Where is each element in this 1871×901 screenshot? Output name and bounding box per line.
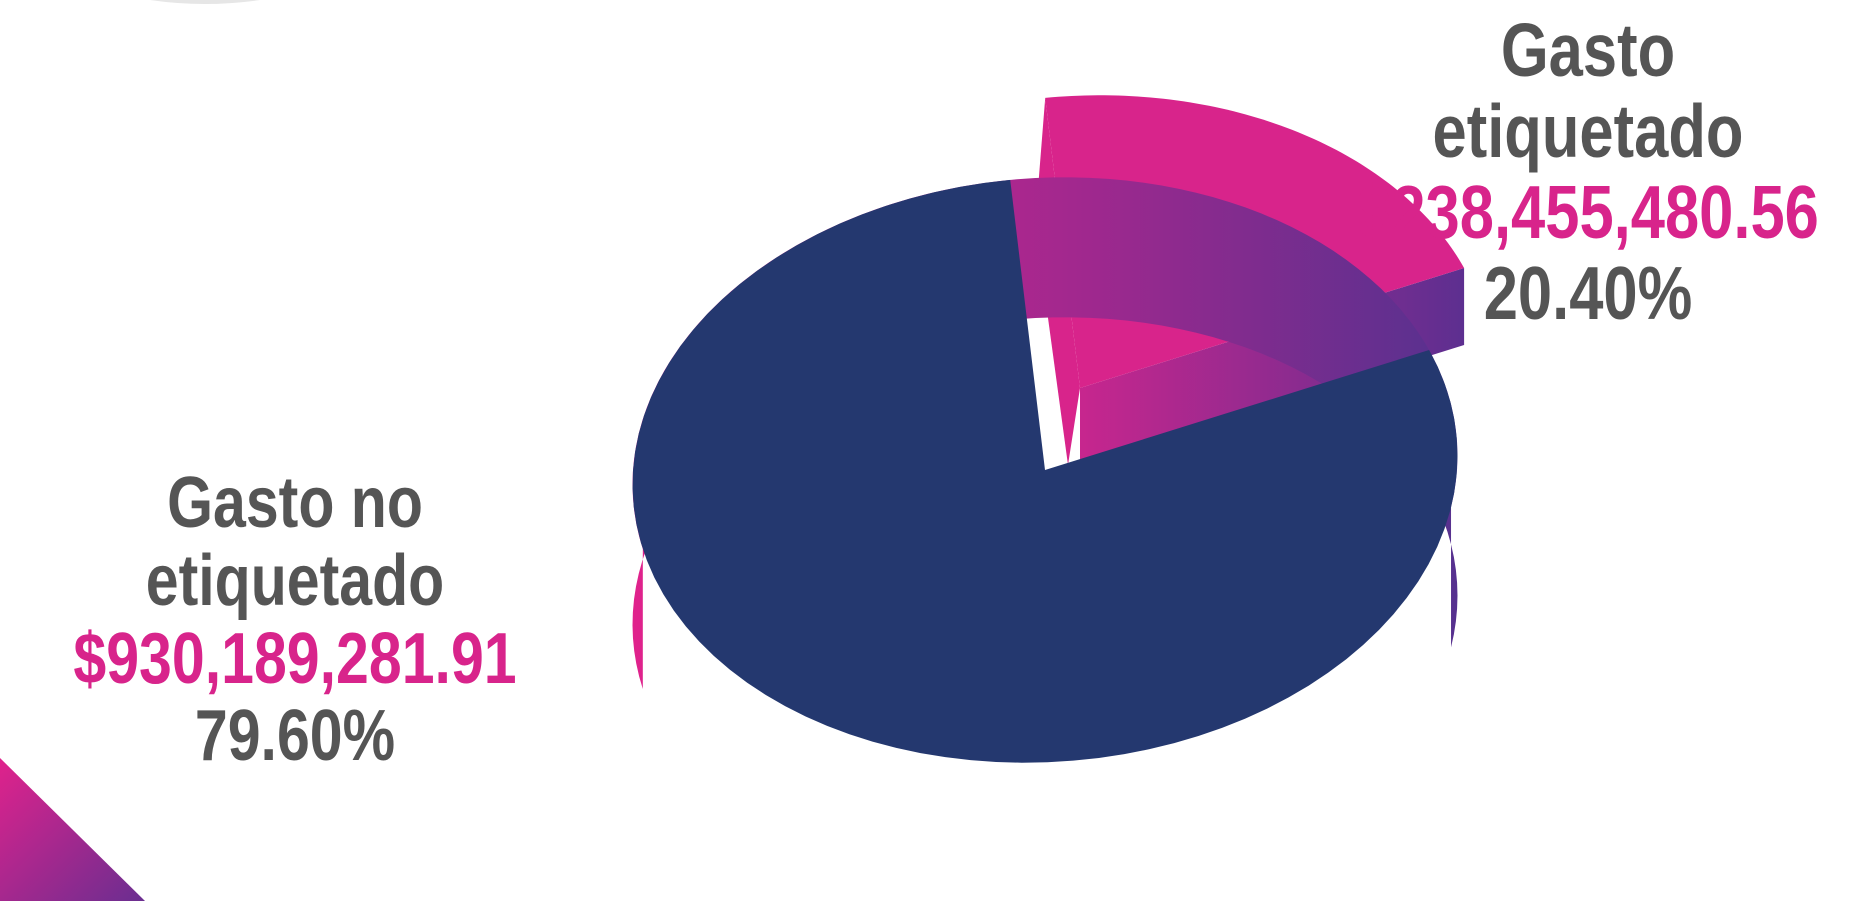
top-decoration [150, 0, 260, 4]
slice-label-gasto-etiquetado: Gasto etiquetado $238,455,480.56 20.40% [1305, 10, 1871, 334]
slice-percent: 20.40% [1483, 251, 1693, 335]
slice-name: Gasto etiquetado [1432, 8, 1744, 173]
slice-gasto-no-etiquetado [632, 179, 1458, 763]
corner-decoration [0, 758, 145, 901]
slice-name: Gasto no etiquetado [145, 463, 445, 621]
slice-amount: $930,189,281.91 [73, 618, 517, 699]
slice-label-gasto-no-etiquetado: Gasto no etiquetado $930,189,281.91 79.6… [0, 463, 590, 777]
slice-percent: 79.60% [194, 696, 396, 777]
slice-amount: $238,455,480.56 [1357, 170, 1819, 254]
